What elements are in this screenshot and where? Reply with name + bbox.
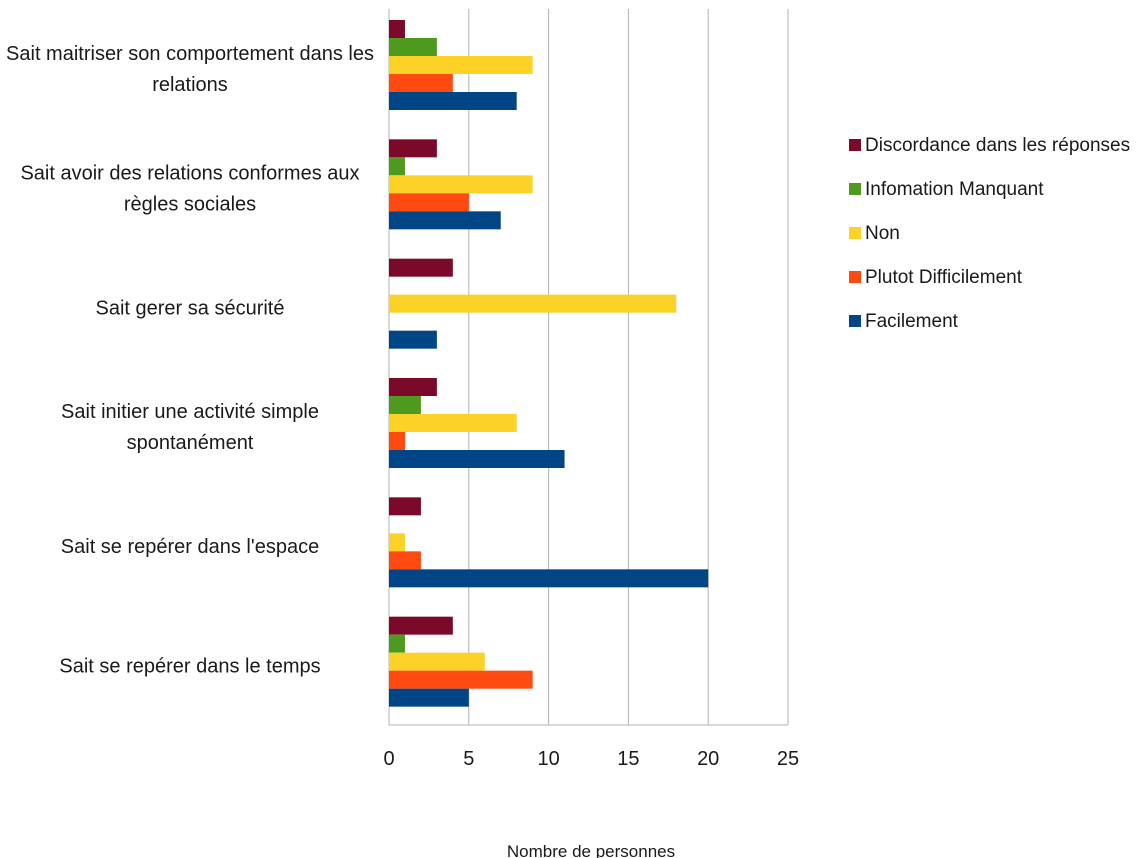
bar-cat5-series3	[389, 670, 533, 689]
bar-cat1-series3	[389, 193, 469, 212]
bar-cat1-series0	[389, 139, 437, 158]
category-labels: Sait maitriser son comportement dans les…	[6, 43, 374, 677]
bar-cat2-series0	[389, 258, 453, 277]
category-label-1: Sait avoir des relations conformes aux rè…	[20, 163, 359, 216]
x-tick-label-2: 10	[537, 748, 559, 770]
category-label-0: Sait maitriser son comportement dans les…	[6, 43, 374, 96]
bar-cat2-series4	[389, 330, 437, 349]
bar-cat5-series4	[389, 688, 469, 707]
bar-cat3-series4	[389, 450, 565, 468]
category-label-3: Sait initier une activité simple spontané…	[61, 401, 319, 454]
bar-cat1-series2	[389, 175, 533, 194]
legend-swatch-0	[849, 139, 861, 151]
bar-cat5-series1	[389, 634, 405, 653]
bar-cat4-series4	[389, 569, 709, 588]
bar-cat5-series2	[389, 652, 485, 671]
bar-cat0-series1	[389, 38, 437, 56]
bars	[389, 20, 709, 707]
category-label-5: Sait se repérer dans le temps	[59, 655, 320, 677]
bar-cat4-series3	[389, 551, 421, 570]
x-tick-label-4: 20	[697, 748, 719, 770]
x-tick-label-3: 15	[617, 748, 639, 770]
bar-cat5-series0	[389, 616, 453, 635]
bar-cat3-series1	[389, 396, 421, 414]
x-tick-label-1: 5	[463, 748, 474, 770]
gridlines	[388, 9, 789, 726]
legend-swatch-4	[849, 315, 861, 327]
bar-cat3-series0	[389, 378, 437, 396]
bar-cat0-series4	[389, 92, 517, 110]
bar-cat2-series2	[389, 294, 677, 313]
legend-swatch-3	[849, 271, 861, 283]
legend-label-4: Facilement	[865, 311, 959, 332]
bar-cat0-series3	[389, 74, 453, 92]
legend: Discordance dans les réponses Infomation …	[849, 135, 1130, 332]
x-axis-title: Nombre de personnes	[507, 842, 675, 858]
bar-cat1-series1	[389, 157, 405, 176]
bar-cat4-series0	[389, 497, 421, 516]
legend-swatch-1	[849, 183, 861, 195]
category-label-2: Sait gerer sa sécurité	[96, 297, 285, 319]
bar-cat0-series2	[389, 56, 533, 74]
legend-swatch-2	[849, 227, 861, 239]
bar-cat1-series4	[389, 211, 501, 230]
bar-cat3-series3	[389, 432, 405, 450]
x-tick-label-5: 25	[777, 748, 799, 770]
x-tick-labels: 0 5 10 15 20 25	[383, 748, 799, 770]
category-label-4: Sait se repérer dans l'espace	[61, 536, 319, 558]
legend-label-0: Discordance dans les réponses	[865, 135, 1130, 156]
legend-label-3: Plutot Difficilement	[865, 267, 1023, 288]
legend-label-2: Non	[865, 223, 900, 244]
bar-cat3-series2	[389, 414, 517, 432]
bar-cat0-series0	[389, 20, 405, 38]
legend-label-1: Infomation Manquant	[865, 179, 1044, 200]
bar-cat4-series2	[389, 533, 405, 552]
x-tick-label-0: 0	[383, 748, 394, 770]
